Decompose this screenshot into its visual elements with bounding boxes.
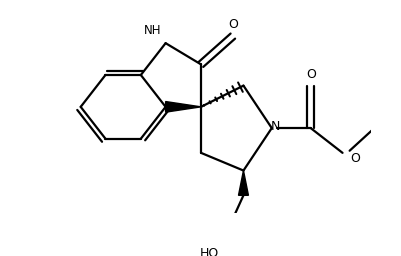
Text: O: O bbox=[227, 18, 237, 30]
Polygon shape bbox=[165, 102, 200, 112]
Text: O: O bbox=[350, 152, 359, 165]
Text: HO: HO bbox=[199, 247, 219, 256]
Polygon shape bbox=[238, 170, 248, 195]
Text: NH: NH bbox=[144, 24, 161, 37]
Text: O: O bbox=[305, 68, 315, 81]
Text: N: N bbox=[270, 120, 279, 133]
